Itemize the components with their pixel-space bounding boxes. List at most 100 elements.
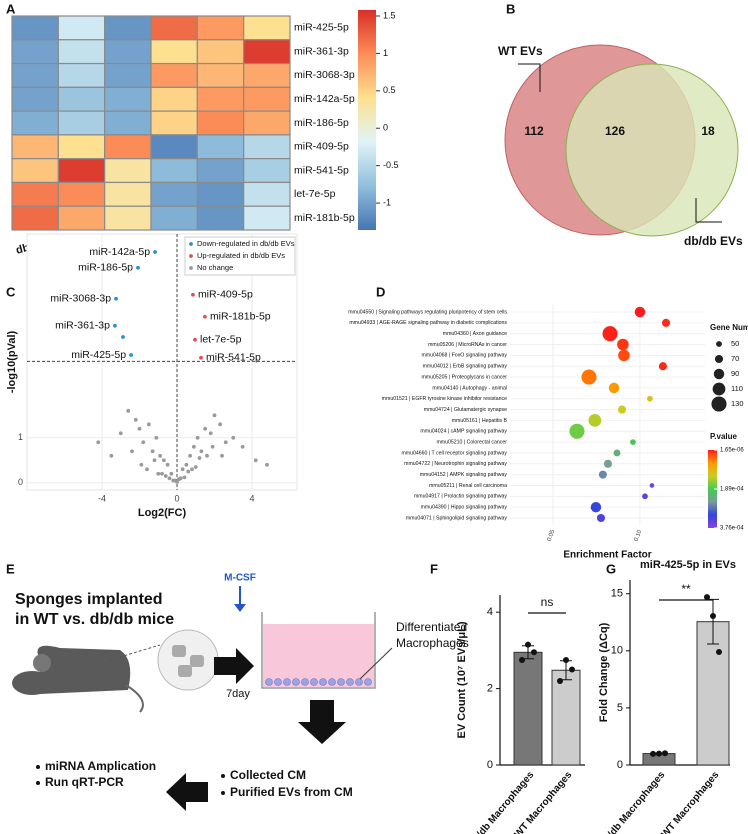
pathway-label: mmu05161 | Hepatitis B — [452, 418, 508, 424]
data-point — [199, 449, 204, 454]
data-point — [129, 353, 133, 357]
colorbar-tick-label: 0.5 — [383, 85, 396, 95]
heatmap-cell — [243, 39, 291, 65]
row-label: miR-409-5p — [294, 141, 349, 153]
legend-marker — [189, 266, 193, 270]
arrow-head — [234, 604, 246, 612]
heatmap-cell — [196, 15, 245, 41]
step-label: miRNA Amplication — [45, 759, 156, 773]
legend-title: Gene Number — [710, 323, 748, 332]
data-point — [231, 435, 236, 440]
pathway-label: mmu04024 | cAMP signaling pathway — [420, 429, 507, 435]
venn-count: 18 — [701, 124, 715, 138]
data-point — [137, 426, 142, 431]
heatmap-cell — [196, 134, 245, 160]
data-point — [161, 458, 166, 463]
bubble — [617, 338, 629, 351]
sponge — [190, 655, 204, 667]
data-point — [218, 422, 223, 427]
pathway-label: mmu04071 | Sphingolipid signaling pathwa… — [406, 515, 508, 521]
bubble — [649, 483, 655, 488]
heatmap-cell — [11, 205, 59, 231]
data-point — [253, 458, 258, 463]
data-point — [171, 478, 176, 483]
data-point — [130, 449, 134, 454]
y-axis-title: -log10(pVal) — [6, 330, 18, 393]
replicate-point — [650, 750, 656, 757]
data-point — [210, 444, 215, 449]
bar — [551, 669, 581, 766]
set-pointer — [695, 198, 722, 223]
data-point — [203, 314, 207, 319]
culture-well — [261, 612, 376, 689]
replicate-point — [704, 594, 710, 601]
heatmap-cell — [11, 39, 59, 65]
data-point — [203, 426, 208, 431]
venn-set — [565, 63, 739, 237]
data-point — [141, 440, 146, 445]
data-point — [175, 480, 179, 484]
panel-label: C — [6, 284, 16, 299]
point-label: miR-142a-5p — [89, 246, 150, 258]
colorbar-tick-label: 1.65e-06 — [720, 448, 744, 454]
data-point — [139, 462, 144, 467]
mouse-body — [37, 645, 131, 694]
heatmap-cell — [243, 15, 291, 41]
data-point — [182, 475, 187, 480]
row-label: miR-541-5p — [294, 164, 349, 176]
bubble — [646, 395, 653, 402]
legend-box — [184, 236, 296, 276]
bubble — [598, 470, 607, 479]
replicate-point — [656, 750, 662, 757]
y-axis-title: Fold Change (ΔCq) — [598, 622, 610, 722]
significance: ** — [681, 582, 691, 596]
point-label: let-7e-5p — [200, 334, 242, 346]
sponge — [172, 645, 186, 657]
replicate-point — [569, 666, 575, 673]
data-point — [158, 453, 163, 458]
legend-label: No change — [197, 263, 233, 272]
pathway-label: mmu05206 | MicroRNAs in cancer — [428, 342, 507, 348]
data-point — [160, 471, 164, 476]
pathway-label: mmu04152 | AMPK signaling pathway — [420, 472, 508, 478]
data-point — [133, 417, 138, 422]
heatmap-cell — [150, 110, 198, 136]
y-tick-label: 0 — [487, 759, 493, 771]
heatmap-cell — [150, 181, 198, 207]
panel-label: D — [376, 284, 385, 299]
bar — [696, 621, 730, 766]
replicate-point — [519, 656, 525, 663]
size-legend-label: 70 — [731, 354, 739, 363]
heatmap-cell — [150, 62, 198, 88]
bubble — [581, 369, 597, 385]
data-point — [186, 469, 191, 474]
colorbar-tick-label: 3.76e-04 — [720, 526, 744, 532]
data-point — [193, 337, 197, 342]
culture-medium — [263, 624, 374, 687]
heatmap-cell — [150, 39, 198, 65]
diagram-title: in WT vs. db/db mice — [15, 611, 174, 628]
data-point — [163, 474, 168, 478]
mouse-head — [12, 671, 52, 695]
point-label: miR-409-5p — [198, 289, 253, 301]
significance: ns — [541, 595, 554, 609]
set-label: db/db EVs — [684, 234, 743, 248]
heatmap-cell — [243, 62, 291, 88]
size-legend-marker — [713, 368, 725, 380]
x-tick-label: 0.05 — [547, 529, 557, 543]
row-label: miR-142a-5p — [294, 93, 355, 105]
data-point — [126, 408, 131, 413]
data-point — [191, 292, 195, 297]
step-label: Collected CM — [230, 768, 306, 782]
data-point — [156, 471, 161, 476]
bullet — [221, 774, 225, 778]
bubble — [617, 405, 627, 414]
row-label: miR-186-5p — [294, 117, 349, 129]
data-point — [240, 444, 245, 449]
bubble — [634, 306, 646, 318]
point-label: miR-541-5p — [206, 352, 261, 364]
data-point — [178, 476, 183, 481]
arrow — [214, 648, 254, 684]
row-label: miR-181b-5p — [294, 212, 355, 224]
heatmap-cell — [57, 15, 106, 41]
